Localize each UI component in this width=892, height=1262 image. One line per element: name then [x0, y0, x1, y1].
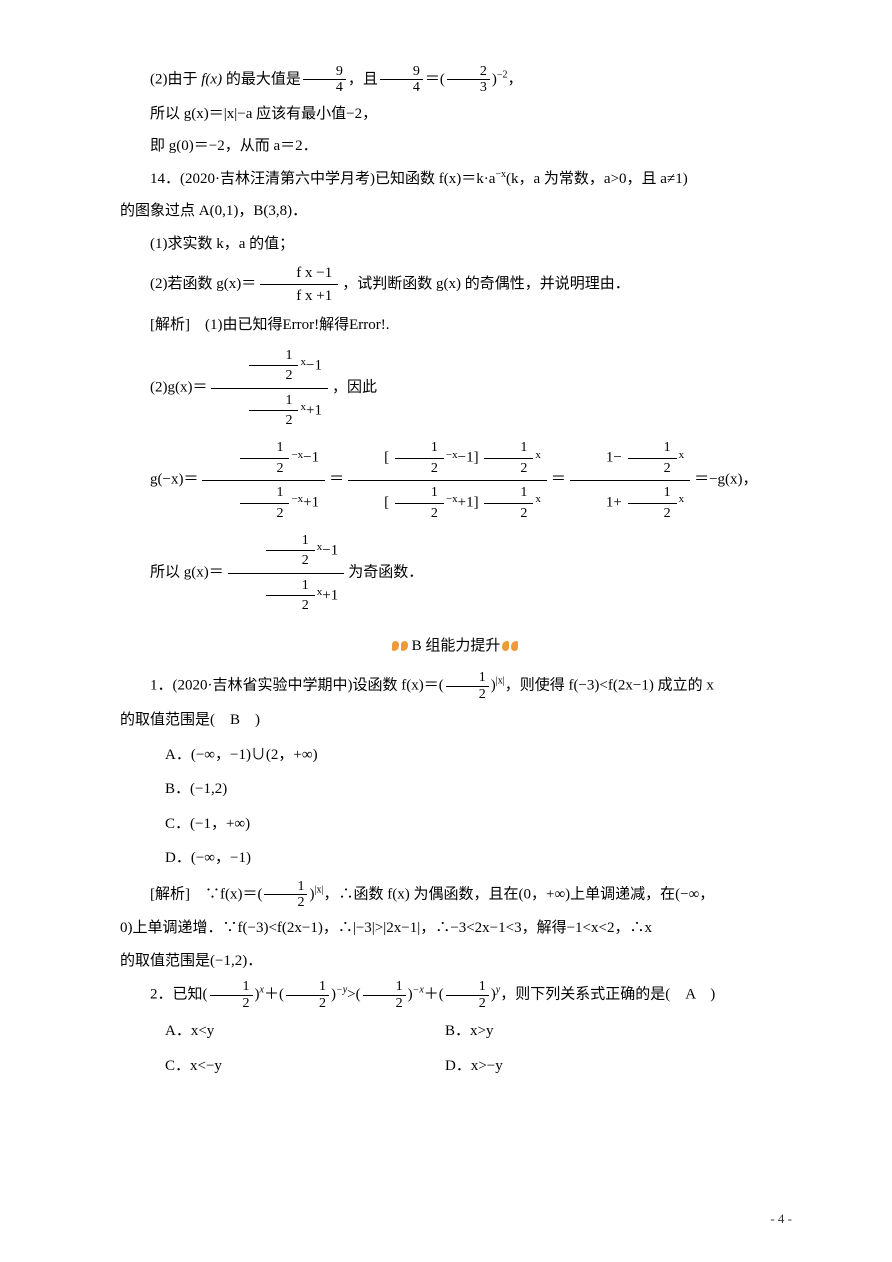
half: 12: [446, 979, 489, 1011]
text: 14．(2020·吉林汪清第六中学月考)已知函数 f(x)＝k·a: [150, 171, 495, 187]
text: 2．已知(: [150, 987, 208, 1003]
q14-gminusx: g(−x)＝ 12−x−1 12−x+1 ＝ [ 12−x−1] 12x [ 1…: [120, 436, 792, 525]
text: 的最大值是: [222, 71, 301, 87]
text: (k，a 为常数，a>0，且 a≠1): [506, 171, 688, 187]
opt-b: B．x>y: [445, 1017, 725, 1046]
qb1-sol2: 0)上单调递增．∵f(−3)<f(2x−1)，∴|−3|>|2x−1|，∴−3<…: [120, 914, 792, 943]
text: g(−x)＝: [150, 472, 198, 488]
q14-p2: (2)若函数 g(x)＝f x −1f x +1，试判断函数 g(x) 的奇偶性…: [120, 262, 792, 307]
opt-c: C．x<−y: [165, 1052, 445, 1081]
text: ，则使得 f(−3)<f(2x−1) 成立的 x: [505, 678, 714, 694]
text: 为奇函数．: [348, 565, 423, 581]
text: ＝(: [425, 71, 445, 87]
q14-gx: (2)g(x)＝ 12x−1 12x+1 ，因此: [120, 344, 792, 433]
opt-c: C．(−1，+∞): [165, 810, 445, 839]
q14-sol1: [解析] (1)由已知得Error!解得Error!.: [120, 311, 792, 340]
qb1-stem2: 的取值范围是( B ): [120, 706, 792, 735]
quote-open-icon: [392, 639, 410, 653]
opt-a: A．x<y: [165, 1017, 445, 1046]
text: >(: [347, 987, 360, 1003]
step1: 12−x−1 12−x+1: [202, 436, 325, 525]
banner-text: B 组能力提升: [412, 632, 501, 661]
frac-fx: f x −1f x +1: [260, 262, 338, 307]
exp: −y: [336, 985, 347, 996]
text: 所以 g(x)＝: [150, 565, 224, 581]
half: 12: [210, 979, 253, 1011]
exp: −x: [495, 169, 506, 180]
frac-9-4b: 94: [380, 64, 423, 96]
text: ，则下列关系式正确的是( A ): [500, 987, 715, 1003]
text: ＝−g(x)，: [694, 472, 757, 488]
section-banner: B 组能力提升: [120, 631, 792, 660]
frac-2-3: 23: [447, 64, 490, 96]
half: 12: [446, 670, 489, 702]
text: (2)若函数 g(x)＝: [150, 276, 256, 292]
conc-frac: 12x−1 12x+1: [228, 529, 344, 618]
fx: f(x): [201, 71, 222, 87]
p1-line2: 所以 g(x)＝|x|−a 应该有最小值−2，: [120, 100, 792, 129]
frac-9-4: 94: [303, 64, 346, 96]
qb2-stem: 2．已知(12)x＋(12)−y>(12)−x＋(12)y，则下列关系式正确的是…: [120, 979, 792, 1011]
quote-close-icon: [502, 639, 520, 653]
text: 1．(2020·吉林省实验中学期中)设函数 f(x)＝(: [150, 678, 444, 694]
qb2-choices: A．x<y B．x>y C．x<−y D．x>−y: [165, 1017, 792, 1080]
p1-line1: (2)由于 f(x) 的最大值是94，且94＝(23)−2，: [120, 64, 792, 96]
half: 12: [264, 879, 307, 911]
page-number: - 4 -: [770, 1207, 792, 1232]
step2: [ 12−x−1] 12x [ 12−x+1] 12x: [348, 436, 547, 525]
exp: |x|: [496, 676, 505, 687]
exp: −x: [413, 985, 424, 996]
q14-p1: (1)求实数 k，a 的值；: [120, 230, 792, 259]
gx-frac: 12x−1 12x+1: [211, 344, 327, 433]
text: ＋(: [264, 987, 284, 1003]
qb1-choices: A．(−∞，−1)∪(2，+∞) B．(−1,2) C．(−1，+∞) D．(−…: [165, 741, 792, 873]
opt-a: A．(−∞，−1)∪(2，+∞): [165, 741, 445, 770]
qb1-sol3: 的取值范围是(−1,2)．: [120, 947, 792, 976]
text: (2)g(x)＝: [150, 380, 207, 396]
qb1-stem1: 1．(2020·吉林省实验中学期中)设函数 f(x)＝(12)|x|，则使得 f…: [120, 670, 792, 702]
text: ，试判断函数 g(x) 的奇偶性，并说明理由．: [342, 276, 630, 292]
qb1-sol1: [解析] ∵f(x)＝(12)|x|，∴函数 f(x) 为偶函数，且在(0，+∞…: [120, 879, 792, 911]
text: ，: [508, 71, 523, 87]
text: ，因此: [332, 380, 377, 396]
exp: −2: [497, 69, 508, 80]
opt-b: B．(−1,2): [165, 775, 445, 804]
text: ＋(: [424, 987, 444, 1003]
step3: 1− 12x 1+ 12x: [570, 436, 690, 525]
half: 12: [286, 979, 329, 1011]
exp: |x|: [314, 884, 323, 895]
q14-head2: 的图象过点 A(0,1)，B(3,8)．: [120, 197, 792, 226]
text: [解析] ∵f(x)＝(: [150, 886, 262, 902]
text: ，∴函数 f(x) 为偶函数，且在(0，+∞)上单调递减，在(−∞，: [324, 886, 715, 902]
q14-head: 14．(2020·吉林汪清第六中学月考)已知函数 f(x)＝k·a−x(k，a …: [120, 165, 792, 194]
text: ，且: [348, 71, 378, 87]
text: (2)由于: [150, 71, 201, 87]
p1-line3: 即 g(0)＝−2，从而 a＝2．: [120, 132, 792, 161]
half: 12: [363, 979, 406, 1011]
q14-conc: 所以 g(x)＝ 12x−1 12x+1 为奇函数．: [120, 529, 792, 618]
opt-d: D．(−∞，−1): [165, 844, 445, 873]
opt-d: D．x>−y: [445, 1052, 725, 1081]
